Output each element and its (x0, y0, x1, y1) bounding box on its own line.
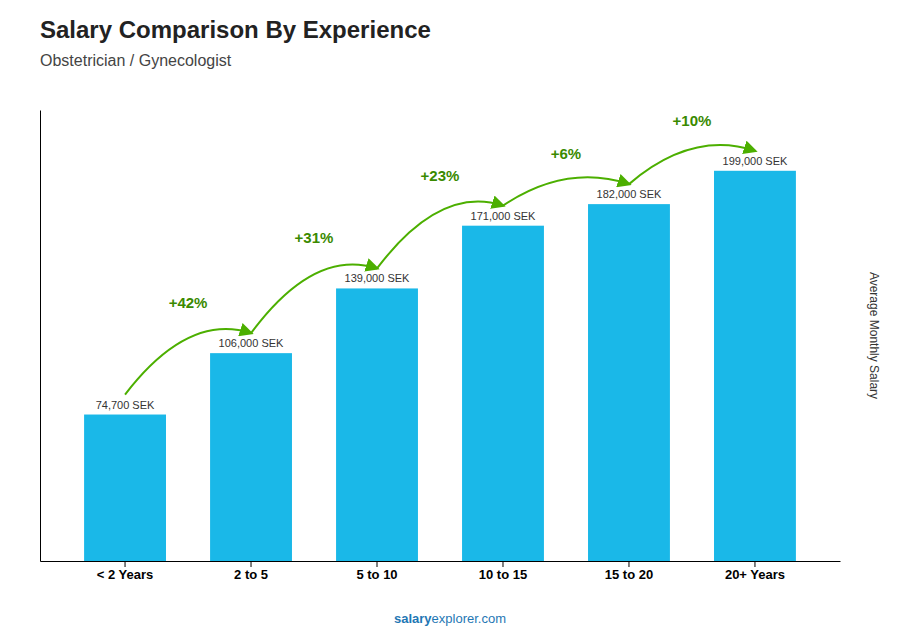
data-label: 106,000 SEK (219, 337, 284, 349)
change-label: +31% (295, 229, 334, 246)
x-axis: < 2 Years 2 to 5 5 to 10 10 to 15 15 to 20 20… (41, 561, 841, 582)
change-arc (251, 264, 377, 333)
change-label: +6% (551, 145, 581, 162)
x-tick-label: 10 to 15 (479, 567, 527, 582)
bar (462, 226, 544, 561)
x-tick-mark (251, 561, 252, 567)
x-tick: 2 to 5 (234, 561, 268, 582)
watermark-part: explorer.com (432, 611, 506, 626)
change-label: +42% (169, 294, 208, 311)
x-tick-label: < 2 Years (97, 567, 154, 582)
bar (84, 415, 166, 561)
data-labels: 74,700 SEK 106,000 SEK 139,000 SEK 171,000 … (96, 155, 788, 411)
bar (714, 171, 796, 561)
bar (210, 353, 292, 561)
x-tick: < 2 Years (97, 561, 154, 582)
y-axis (40, 111, 41, 562)
change-label: +23% (421, 167, 460, 184)
bar (336, 288, 418, 561)
x-tick: 20+ Years (725, 561, 785, 582)
data-label: 171,000 SEK (471, 210, 536, 222)
y-axis-line (40, 111, 41, 562)
change-arc (629, 145, 755, 184)
subtitle: Obstetrician / Gynecologist (40, 52, 232, 69)
watermark: salaryexplorer.com (394, 611, 506, 626)
x-tick-label: 20+ Years (725, 567, 785, 582)
title: Salary Comparison By Experience (40, 16, 431, 43)
plot: < 2 Years 2 to 5 5 to 10 10 to 15 15 to 20 20… (41, 111, 841, 583)
x-tick-label: 2 to 5 (234, 567, 268, 582)
x-tick-mark (377, 561, 378, 567)
change-arrows: +42% +31% +23% +6% +10% (125, 112, 755, 395)
x-tick: 5 to 10 (356, 561, 397, 582)
data-label: 139,000 SEK (345, 272, 410, 284)
x-tick-mark (502, 561, 503, 567)
x-tick-mark (628, 561, 629, 567)
x-tick: 15 to 20 (605, 561, 653, 582)
x-tick: 10 to 15 (479, 561, 527, 582)
change-arc (503, 177, 629, 205)
change-label: +10% (673, 112, 712, 129)
x-tick-mark (754, 561, 755, 567)
x-tick-label: 5 to 10 (356, 567, 397, 582)
bar (588, 204, 670, 561)
data-label: 74,700 SEK (96, 399, 155, 411)
chart: Salary Comparison By Experience Obstetric… (0, 0, 900, 641)
data-label: 199,000 SEK (723, 155, 788, 167)
y-axis-title: Average Monthly Salary (867, 272, 881, 399)
x-tick-mark (125, 561, 126, 567)
bars (84, 171, 796, 561)
watermark-part: salary (394, 611, 432, 626)
data-label: 182,000 SEK (597, 188, 662, 200)
change-arc (377, 202, 503, 269)
x-tick-label: 15 to 20 (605, 567, 653, 582)
x-axis-line (41, 561, 841, 562)
change-arc (125, 329, 251, 395)
